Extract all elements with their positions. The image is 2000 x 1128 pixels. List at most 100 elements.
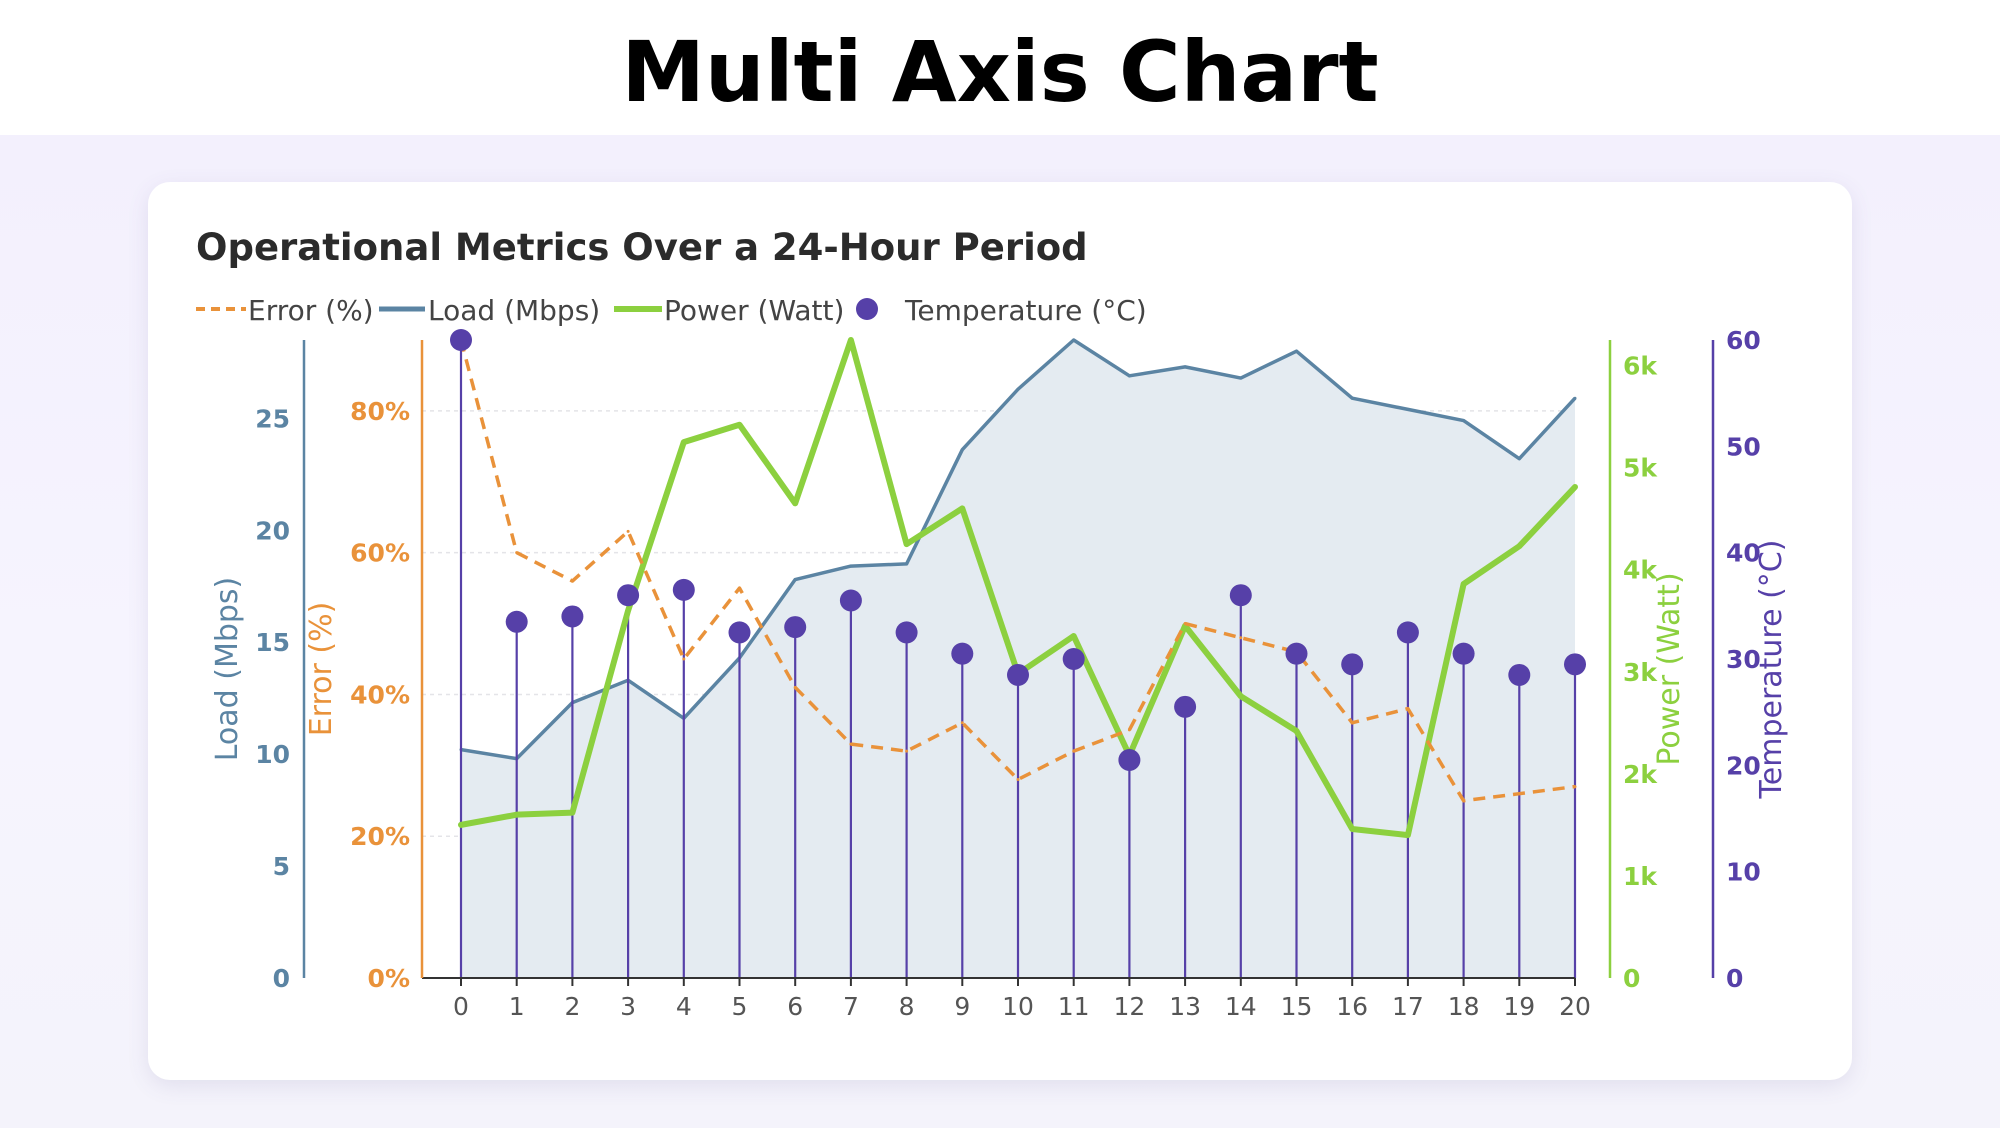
x-tick-label-0: 0 bbox=[453, 992, 469, 1021]
x-tick-label-7: 7 bbox=[843, 992, 859, 1021]
error-point-12 bbox=[1127, 728, 1131, 732]
power-point-17 bbox=[1405, 833, 1410, 838]
y-tick-label-load-0: 0 bbox=[273, 964, 290, 993]
page-header: Multi Axis Chart bbox=[0, 0, 2000, 135]
x-tick-label-10: 10 bbox=[1002, 992, 1034, 1021]
load-point-11 bbox=[1072, 338, 1076, 342]
x-tick-label-15: 15 bbox=[1281, 992, 1313, 1021]
error-point-18 bbox=[1462, 799, 1466, 803]
error-point-19 bbox=[1517, 792, 1521, 796]
error-dashed-series bbox=[459, 338, 1577, 803]
power-point-0 bbox=[459, 822, 463, 827]
temperature-point-16 bbox=[1341, 653, 1364, 676]
y-tick-label-power-4: 4k bbox=[1623, 556, 1658, 585]
y-tick-label-temp-6: 60 bbox=[1726, 326, 1761, 355]
load-point-6 bbox=[793, 578, 797, 582]
legend-label-temperature: Temperature (°C) bbox=[905, 294, 1147, 327]
x-tick-label-1: 1 bbox=[509, 992, 525, 1021]
error-point-20 bbox=[1573, 785, 1577, 789]
y-tick-label-error-1: 20% bbox=[350, 822, 410, 851]
legend-label-error: Error (%) bbox=[248, 294, 374, 327]
power-point-14 bbox=[1238, 694, 1243, 699]
error-point-1 bbox=[515, 551, 519, 555]
x-tick-label-14: 14 bbox=[1225, 992, 1257, 1021]
y-tick-label-temp-0: 0 bbox=[1726, 964, 1743, 993]
temperature-point-8 bbox=[895, 621, 918, 644]
chart-axes: 0 1 2 3 4 5 6 7 8 9 10 11 12 13 14 15 16 17 18 19 2005101520… bbox=[210, 326, 1789, 1021]
temperature-point-3 bbox=[617, 584, 640, 607]
temperature-point-17 bbox=[1396, 621, 1419, 644]
y-axis-title-temp: Temperature (°C) bbox=[1754, 540, 1789, 800]
error-point-10 bbox=[1016, 778, 1020, 782]
x-tick-label-16: 16 bbox=[1336, 992, 1368, 1021]
y-tick-label-power-3: 3k bbox=[1623, 658, 1658, 687]
temperature-point-4 bbox=[672, 578, 695, 601]
power-point-11 bbox=[1071, 634, 1076, 639]
y-tick-label-power-2: 2k bbox=[1623, 760, 1658, 789]
temperature-point-12 bbox=[1118, 749, 1141, 772]
error-point-9 bbox=[960, 721, 964, 725]
power-point-2 bbox=[570, 810, 575, 815]
y-tick-label-temp-4: 40 bbox=[1726, 539, 1761, 568]
legend-label-load: Load (Mbps) bbox=[428, 294, 601, 327]
temperature-point-20 bbox=[1564, 653, 1586, 676]
power-point-3 bbox=[626, 608, 631, 613]
x-tick-label-20: 20 bbox=[1559, 992, 1591, 1021]
chart-title: Operational Metrics Over a 24-Hour Perio… bbox=[196, 226, 1088, 269]
temperature-point-11 bbox=[1062, 648, 1085, 670]
error-point-2 bbox=[570, 579, 574, 583]
x-tick-label-18: 18 bbox=[1448, 992, 1480, 1021]
x-tick-label-5: 5 bbox=[732, 992, 748, 1021]
power-point-9 bbox=[960, 506, 965, 511]
x-tick-label-12: 12 bbox=[1113, 992, 1145, 1021]
temperature-point-15 bbox=[1285, 642, 1308, 665]
y-tick-label-load-2: 10 bbox=[255, 740, 290, 769]
power-point-4 bbox=[681, 440, 686, 445]
y-tick-label-temp-1: 10 bbox=[1726, 858, 1761, 887]
load-point-9 bbox=[960, 448, 964, 452]
y-tick-label-temp-2: 20 bbox=[1726, 751, 1761, 780]
load-point-20 bbox=[1573, 396, 1577, 400]
x-tick-label-2: 2 bbox=[564, 992, 580, 1021]
y-axis-title-load: Load (Mbps) bbox=[210, 577, 245, 762]
y-tick-label-error-2: 40% bbox=[350, 680, 410, 709]
temperature-point-2 bbox=[561, 605, 584, 628]
temperature-point-13 bbox=[1174, 695, 1197, 718]
x-tick-label-6: 6 bbox=[787, 992, 803, 1021]
temperature-point-19 bbox=[1508, 663, 1531, 686]
y-tick-label-error-4: 80% bbox=[350, 397, 410, 426]
power-point-8 bbox=[904, 542, 909, 547]
load-point-17 bbox=[1406, 407, 1410, 411]
temperature-point-0 bbox=[450, 329, 472, 351]
error-point-16 bbox=[1350, 721, 1354, 725]
y-axis-load: 0 5 10 15 20 25 Load (Mbps) bbox=[210, 340, 306, 993]
legend-swatch-power bbox=[614, 306, 662, 312]
load-point-8 bbox=[905, 562, 909, 566]
legend-swatch-temperature bbox=[856, 298, 878, 320]
y-tick-label-error-0: 0% bbox=[368, 964, 410, 993]
error-point-14 bbox=[1239, 636, 1243, 640]
temperature-point-7 bbox=[839, 589, 862, 612]
y-tick-label-load-5: 25 bbox=[255, 404, 290, 433]
y-axis-temp: 0 10 20 30 40 50 60 Temperature (°C) bbox=[1711, 326, 1789, 993]
load-point-12 bbox=[1127, 374, 1131, 378]
load-point-13 bbox=[1183, 365, 1187, 369]
error-point-6 bbox=[793, 685, 797, 689]
y-axis-error: 0% 20% 40% 60% 80% Error (%) bbox=[304, 340, 424, 993]
error-line bbox=[459, 339, 1576, 803]
y-tick-label-load-1: 5 bbox=[273, 852, 290, 881]
y-tick-label-temp-5: 50 bbox=[1726, 432, 1761, 461]
error-point-13 bbox=[1183, 622, 1187, 626]
x-tick-label-19: 19 bbox=[1503, 992, 1535, 1021]
legend-swatch-error bbox=[196, 307, 246, 311]
y-axis-title-power: Power (Watt) bbox=[1652, 572, 1687, 765]
temperature-point-18 bbox=[1452, 642, 1475, 665]
x-tick-label-9: 9 bbox=[954, 992, 970, 1021]
power-point-6 bbox=[793, 501, 798, 506]
power-point-1 bbox=[514, 812, 519, 817]
y-tick-label-error-3: 60% bbox=[350, 539, 410, 568]
x-tick-label-11: 11 bbox=[1058, 992, 1090, 1021]
load-point-18 bbox=[1462, 419, 1466, 423]
temperature-point-6 bbox=[784, 616, 807, 639]
